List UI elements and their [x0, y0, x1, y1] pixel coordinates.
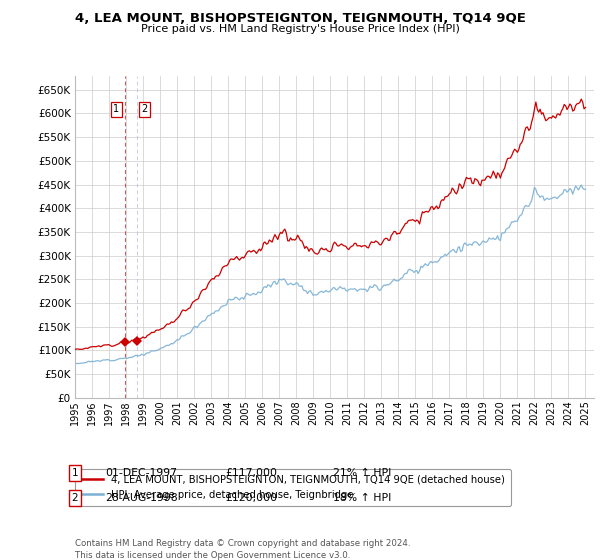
Text: 01-DEC-1997: 01-DEC-1997: [105, 468, 177, 478]
Text: 2: 2: [71, 493, 79, 503]
Text: 4, LEA MOUNT, BISHOPSTEIGNTON, TEIGNMOUTH, TQ14 9QE: 4, LEA MOUNT, BISHOPSTEIGNTON, TEIGNMOUT…: [74, 12, 526, 25]
Text: 1: 1: [113, 104, 119, 114]
Text: Contains HM Land Registry data © Crown copyright and database right 2024.
This d: Contains HM Land Registry data © Crown c…: [75, 539, 410, 559]
Text: 1: 1: [71, 468, 79, 478]
Text: £117,000: £117,000: [225, 468, 277, 478]
Text: £120,000: £120,000: [225, 493, 277, 503]
Text: Price paid vs. HM Land Registry's House Price Index (HPI): Price paid vs. HM Land Registry's House …: [140, 24, 460, 34]
Legend: 4, LEA MOUNT, BISHOPSTEIGNTON, TEIGNMOUTH, TQ14 9QE (detached house), HPI: Avera: 4, LEA MOUNT, BISHOPSTEIGNTON, TEIGNMOUT…: [75, 469, 511, 506]
Text: 2: 2: [142, 104, 148, 114]
Text: 21% ↑ HPI: 21% ↑ HPI: [333, 468, 391, 478]
Text: 28-AUG-1998: 28-AUG-1998: [105, 493, 178, 503]
Text: 18% ↑ HPI: 18% ↑ HPI: [333, 493, 391, 503]
